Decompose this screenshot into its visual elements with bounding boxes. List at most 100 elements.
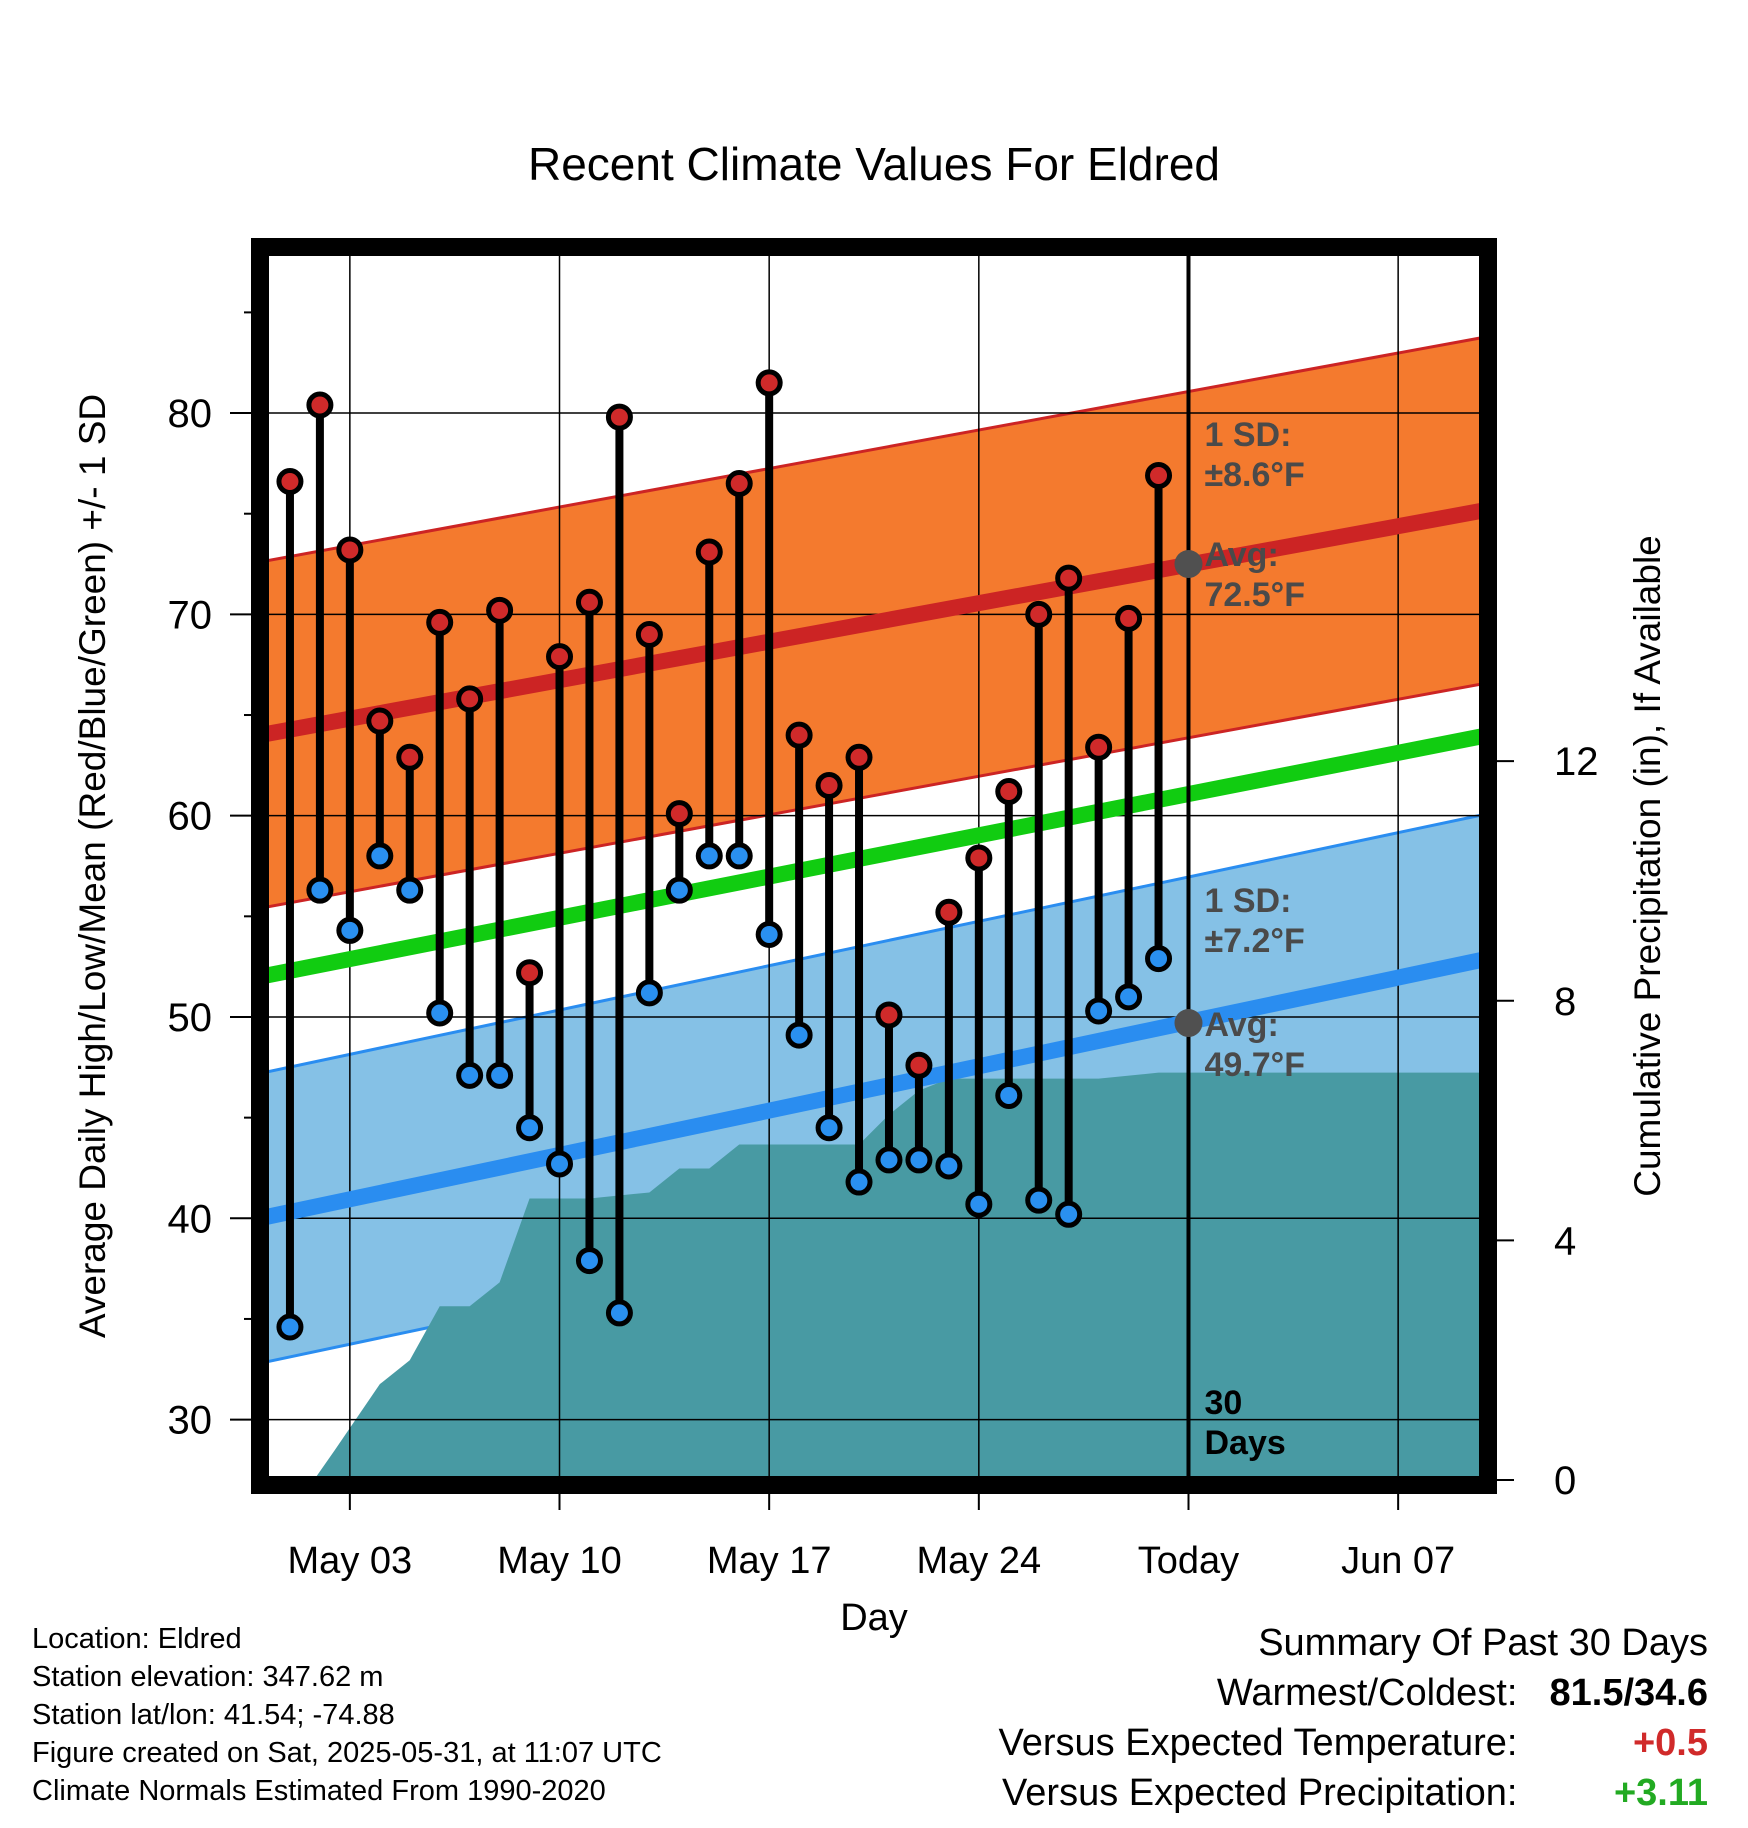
daily-high-point	[336, 536, 364, 564]
mean-avg-line	[260, 727, 1488, 985]
y-left-tick-label: 70	[168, 593, 213, 637]
daily-high-point	[456, 685, 484, 713]
created-text: Figure created on Sat, 2025-05-31, at 11…	[32, 1737, 662, 1769]
daily-high-point	[725, 470, 753, 498]
daily-high-point	[635, 620, 663, 648]
y-right-tick-label: 12	[1554, 740, 1599, 784]
high-sd-annotation: 1 SD:	[1204, 416, 1291, 454]
temp-anomaly-label: Versus Expected Temperature:	[998, 1722, 1518, 1764]
y-axis-left-label: Average Daily High/Low/Mean (Red/Blue/Gr…	[72, 394, 113, 1338]
summary-title: Summary Of Past 30 Days	[1258, 1622, 1708, 1664]
daily-high-point	[665, 800, 693, 828]
daily-low-point	[1025, 1186, 1053, 1214]
y-left-tick-label: 40	[168, 1197, 213, 1241]
precip-anomaly-value: +3.11	[1613, 1772, 1708, 1814]
daily-high-point	[486, 596, 514, 624]
daily-low-point	[575, 1247, 603, 1275]
precip-anomaly-label: Versus Expected Precipitation:	[1002, 1772, 1518, 1814]
high-avg-annotation: Avg:	[1204, 536, 1278, 574]
warm-cold-label: Warmest/Coldest:	[1216, 1672, 1518, 1714]
latlon-text: Station lat/lon: 41.54; -74.88	[32, 1699, 395, 1731]
y-left-tick-label: 80	[168, 392, 213, 436]
daily-low-point	[396, 876, 424, 904]
daily-high-point	[306, 391, 334, 419]
daily-low-point	[725, 842, 753, 870]
daily-low-point	[1145, 945, 1173, 973]
summary-panel: Summary Of Past 30 Days Warmest/Coldest:…	[999, 1618, 1708, 1818]
daily-high-point	[366, 707, 394, 735]
x-tick-label: May 24	[917, 1540, 1042, 1582]
low-avg-line	[260, 950, 1488, 1227]
normals-text: Climate Normals Estimated From 1990-2020	[32, 1775, 606, 1807]
daily-low-point	[306, 876, 334, 904]
daily-high-point	[695, 538, 723, 566]
daily-high-point	[995, 778, 1023, 806]
y-left-tick-label: 60	[168, 795, 213, 839]
daily-high-point	[605, 403, 633, 431]
low-avg-annotation: 49.7°F	[1204, 1046, 1305, 1084]
location-text: Location: Eldred	[32, 1623, 242, 1655]
daily-high-point	[1115, 604, 1143, 632]
y-left-tick-label: 50	[168, 996, 213, 1040]
daily-low-point	[875, 1146, 903, 1174]
x-tick-label: Today	[1138, 1540, 1239, 1582]
daily-high-point	[965, 844, 993, 872]
x-tick-label: May 10	[497, 1540, 622, 1582]
daily-low-point	[336, 916, 364, 944]
daily-low-point	[635, 979, 663, 1007]
daily-low-point	[1055, 1200, 1083, 1228]
daily-high-point	[785, 721, 813, 749]
daily-low-point	[665, 876, 693, 904]
daily-low-point	[995, 1081, 1023, 1109]
today-high-avg-marker	[1174, 550, 1203, 579]
window-annotation: Days	[1204, 1424, 1285, 1462]
warm-cold-value: 81.5/34.6	[1549, 1672, 1708, 1714]
high-avg-annotation: 72.5°F	[1204, 576, 1305, 614]
chart-title: Recent Climate Values For Eldred	[528, 138, 1220, 190]
precipitation-area	[313, 1072, 1488, 1480]
daily-high-point	[1085, 733, 1113, 761]
daily-low-point	[905, 1146, 933, 1174]
y-right-tick-label: 8	[1554, 980, 1576, 1024]
y-right-tick-label: 0	[1554, 1459, 1576, 1503]
daily-low-point	[755, 920, 783, 948]
daily-high-point	[1145, 461, 1173, 489]
daily-high-point	[935, 898, 963, 926]
y-left-tick-label: 30	[168, 1399, 213, 1443]
daily-low-point	[845, 1168, 873, 1196]
daily-low-point	[1115, 983, 1143, 1011]
daily-high-point	[575, 588, 603, 616]
daily-high-point	[905, 1051, 933, 1079]
daily-low-point	[366, 842, 394, 870]
daily-low-point	[785, 1021, 813, 1049]
x-axis-label: Day	[840, 1597, 908, 1639]
daily-high-point	[1025, 600, 1053, 628]
daily-high-point	[815, 771, 843, 799]
daily-low-point	[516, 1114, 544, 1142]
daily-low-point	[456, 1061, 484, 1089]
daily-high-point	[426, 608, 454, 636]
y-right-tick-label: 4	[1554, 1219, 1576, 1263]
x-tick-label: May 17	[707, 1540, 832, 1582]
window-annotation: 30	[1204, 1384, 1242, 1422]
station-info: Location: Eldred Station elevation: 347.…	[32, 1620, 662, 1810]
daily-high-point	[516, 959, 544, 987]
low-avg-annotation: Avg:	[1204, 1006, 1278, 1044]
daily-high-point	[1055, 564, 1083, 592]
daily-low-point	[486, 1061, 514, 1089]
plot-frame	[251, 238, 1497, 1494]
daily-low-point	[546, 1150, 574, 1178]
daily-low-point	[695, 842, 723, 870]
daily-low-point	[426, 999, 454, 1027]
daily-high-point	[755, 369, 783, 397]
daily-high-point	[845, 743, 873, 771]
daily-high-point	[276, 467, 304, 495]
daily-high-point	[875, 1001, 903, 1029]
daily-low-point	[965, 1190, 993, 1218]
daily-high-point	[396, 743, 424, 771]
temp-anomaly-value: +0.5	[1632, 1722, 1708, 1764]
daily-low-point	[935, 1152, 963, 1180]
today-low-avg-marker	[1174, 1009, 1203, 1038]
elevation-text: Station elevation: 347.62 m	[32, 1661, 384, 1693]
